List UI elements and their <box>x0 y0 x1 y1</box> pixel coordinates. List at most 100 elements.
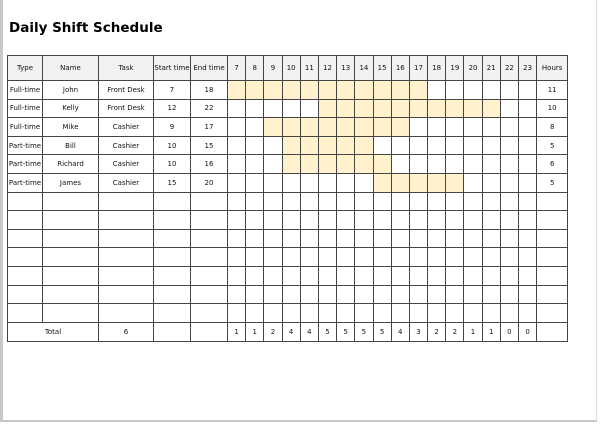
cell-task[interactable]: Cashier <box>98 154 154 174</box>
empty-cell[interactable] <box>42 228 99 249</box>
cell-task[interactable]: Cashier <box>98 172 154 193</box>
empty-cell[interactable] <box>281 303 301 323</box>
empty-cell[interactable] <box>445 210 465 230</box>
empty-cell[interactable] <box>153 265 191 286</box>
cell-end[interactable]: 16 <box>190 154 228 174</box>
empty-cell[interactable] <box>445 247 465 267</box>
hour-cell-19[interactable] <box>445 80 465 100</box>
hour-cell-9[interactable] <box>263 80 283 100</box>
empty-cell[interactable] <box>281 247 301 267</box>
cell-start[interactable]: 12 <box>153 98 191 119</box>
cell-name[interactable]: Richard <box>42 154 99 174</box>
total-hour-12[interactable]: 5 <box>317 321 338 342</box>
hour-cell-13[interactable] <box>336 154 356 174</box>
empty-cell[interactable] <box>190 228 228 249</box>
empty-cell[interactable] <box>390 191 410 212</box>
hour-cell-21[interactable] <box>481 98 501 119</box>
hour-cell-15[interactable] <box>372 135 392 156</box>
total-hour-13[interactable]: 5 <box>336 321 356 342</box>
empty-cell[interactable] <box>153 284 191 305</box>
hour-cell-7[interactable] <box>226 135 247 156</box>
hour-cell-8[interactable] <box>245 98 265 119</box>
hour-cell-20[interactable] <box>463 117 483 137</box>
empty-cell[interactable] <box>336 191 356 212</box>
empty-cell[interactable] <box>299 228 319 249</box>
empty-cell[interactable] <box>153 228 191 249</box>
empty-cell[interactable] <box>336 265 356 286</box>
empty-cell[interactable] <box>42 265 99 286</box>
empty-cell[interactable] <box>372 284 392 305</box>
empty-cell[interactable] <box>317 284 338 305</box>
hour-cell-19[interactable] <box>445 154 465 174</box>
hour-cell-13[interactable] <box>336 172 356 193</box>
empty-cell[interactable] <box>481 303 501 323</box>
empty-cell[interactable] <box>98 303 154 323</box>
empty-cell[interactable] <box>263 210 283 230</box>
empty-cell[interactable] <box>445 228 465 249</box>
empty-cell[interactable] <box>190 303 228 323</box>
total-hour-16[interactable]: 4 <box>390 321 410 342</box>
hour-cell-12[interactable] <box>317 80 338 100</box>
hour-cell-11[interactable] <box>299 135 319 156</box>
hour-cell-23[interactable] <box>517 80 538 100</box>
hour-cell-10[interactable] <box>281 117 301 137</box>
total-label[interactable]: Total <box>7 321 99 342</box>
hour-cell-10[interactable] <box>281 172 301 193</box>
empty-cell[interactable] <box>190 265 228 286</box>
empty-cell[interactable] <box>536 303 569 323</box>
empty-cell[interactable] <box>408 284 429 305</box>
hour-cell-17[interactable] <box>408 135 429 156</box>
empty-cell[interactable] <box>299 284 319 305</box>
cell-end[interactable]: 22 <box>190 98 228 119</box>
hour-cell-17[interactable] <box>408 80 429 100</box>
total-hour-14[interactable]: 5 <box>354 321 374 342</box>
hour-cell-16[interactable] <box>390 117 410 137</box>
empty-cell[interactable] <box>263 228 283 249</box>
total-hours[interactable] <box>536 321 569 342</box>
empty-cell[interactable] <box>245 284 265 305</box>
hour-cell-13[interactable] <box>336 135 356 156</box>
empty-cell[interactable] <box>245 247 265 267</box>
hour-cell-14[interactable] <box>354 117 374 137</box>
empty-cell[interactable] <box>190 210 228 230</box>
empty-cell[interactable] <box>299 303 319 323</box>
empty-cell[interactable] <box>226 303 247 323</box>
empty-cell[interactable] <box>499 247 520 267</box>
total-hour-15[interactable]: 5 <box>372 321 392 342</box>
empty-cell[interactable] <box>354 284 374 305</box>
empty-cell[interactable] <box>153 247 191 267</box>
empty-cell[interactable] <box>98 265 154 286</box>
hour-cell-19[interactable] <box>445 135 465 156</box>
hour-cell-18[interactable] <box>427 98 447 119</box>
empty-cell[interactable] <box>445 284 465 305</box>
empty-cell[interactable] <box>517 228 538 249</box>
hour-cell-7[interactable] <box>226 117 247 137</box>
empty-cell[interactable] <box>427 265 447 286</box>
empty-cell[interactable] <box>226 247 247 267</box>
empty-cell[interactable] <box>42 284 99 305</box>
hour-cell-20[interactable] <box>463 98 483 119</box>
hour-cell-18[interactable] <box>427 154 447 174</box>
empty-cell[interactable] <box>190 191 228 212</box>
cell-task[interactable]: Front Desk <box>98 98 154 119</box>
empty-cell[interactable] <box>390 284 410 305</box>
empty-cell[interactable] <box>98 247 154 267</box>
hour-cell-22[interactable] <box>499 135 520 156</box>
hour-cell-15[interactable] <box>372 80 392 100</box>
hour-cell-9[interactable] <box>263 172 283 193</box>
empty-cell[interactable] <box>299 247 319 267</box>
cell-start[interactable]: 15 <box>153 172 191 193</box>
cell-type[interactable]: Part-time <box>7 135 43 156</box>
cell-name[interactable]: Mike <box>42 117 99 137</box>
hour-cell-16[interactable] <box>390 98 410 119</box>
hour-cell-15[interactable] <box>372 98 392 119</box>
hour-cell-19[interactable] <box>445 117 465 137</box>
empty-cell[interactable] <box>372 247 392 267</box>
empty-cell[interactable] <box>499 303 520 323</box>
hour-cell-22[interactable] <box>499 80 520 100</box>
empty-cell[interactable] <box>263 265 283 286</box>
empty-cell[interactable] <box>481 210 501 230</box>
hour-cell-14[interactable] <box>354 135 374 156</box>
total-hour-17[interactable]: 3 <box>408 321 429 342</box>
empty-cell[interactable] <box>190 284 228 305</box>
